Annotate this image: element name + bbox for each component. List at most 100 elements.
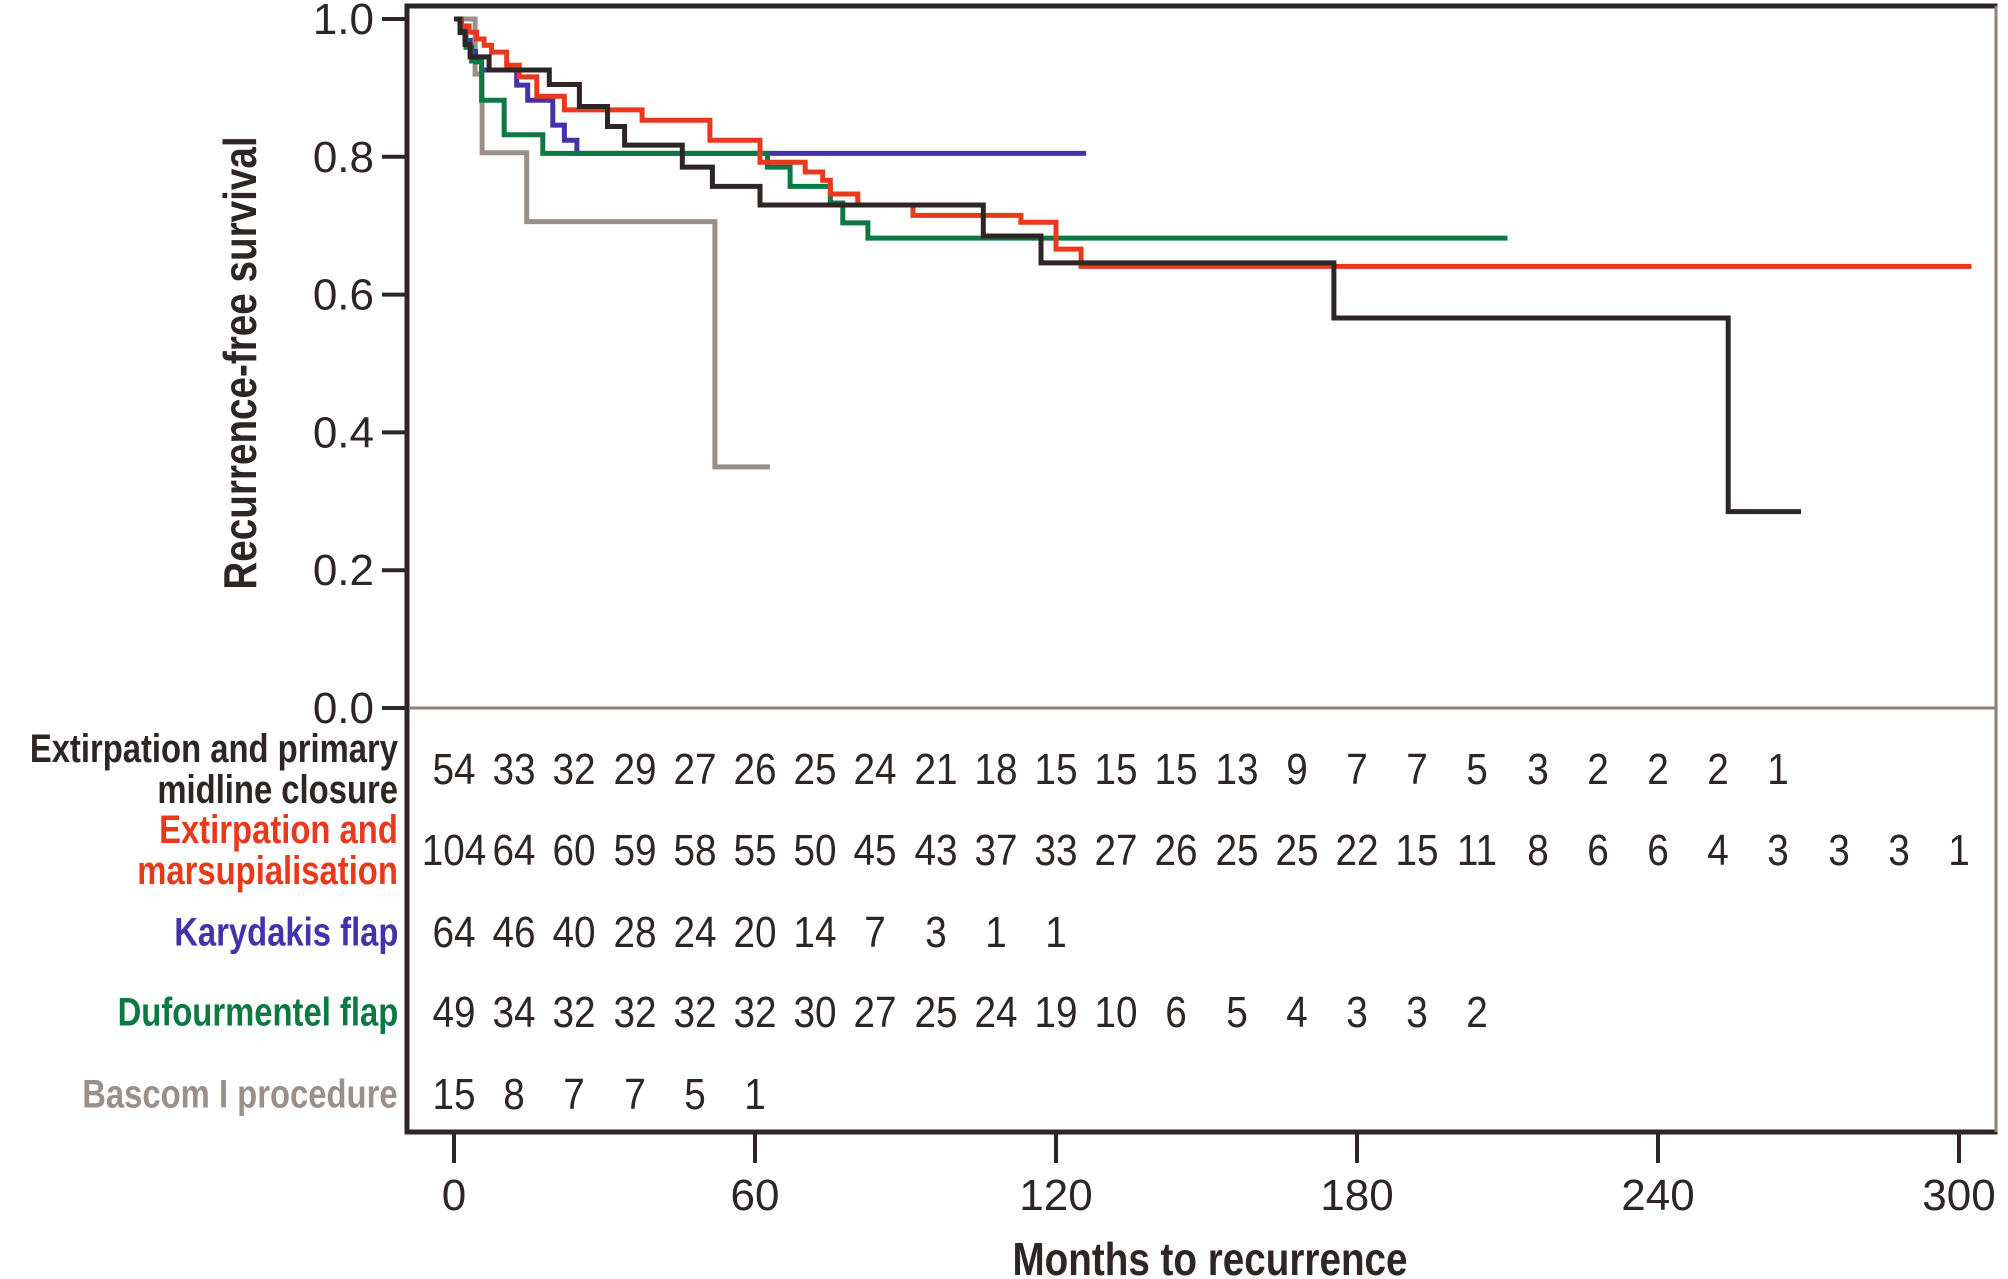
risk-count-dufourmentel-flap-m0: 49 [432,988,476,1037]
risk-count-marsupialisation-m264: 3 [1767,826,1790,875]
risk-group-label-line: midline closure [157,768,398,812]
risk-count-marsupialisation-m108: 37 [974,826,1018,875]
risk-count-midline-closure-m48: 27 [673,745,717,794]
survival-curve-bascom-1 [454,16,770,470]
risk-count-marsupialisation-m156: 25 [1215,826,1259,875]
risk-count-karydakis-flap-m36: 28 [613,908,657,957]
risk-count-dufourmentel-flap-m204: 2 [1466,988,1489,1037]
risk-count-dufourmentel-flap-m180: 3 [1346,988,1368,1037]
risk-count-marsupialisation-m132: 27 [1094,826,1138,875]
risk-count-midline-closure-m192: 7 [1406,745,1428,794]
risk-count-karydakis-flap-m24: 40 [552,908,596,957]
risk-group-label-karydakis-flap: Karydakis flap [173,910,398,955]
risk-group-label-line: Dufourmentel flap [117,990,398,1035]
risk-count-karydakis-flap-m120: 1 [1045,908,1067,957]
x-tick-label: 60 [731,1171,780,1220]
risk-group-label-line: marsupialisation [137,849,398,893]
risk-count-dufourmentel-flap-m108: 24 [974,988,1018,1037]
risk-count-marsupialisation-m240: 6 [1647,826,1669,875]
risk-count-midline-closure-m252: 2 [1707,745,1729,794]
risk-group-label-marsupialisation: Extirpation and marsupialisation [137,810,398,892]
risk-count-dufourmentel-flap-m144: 6 [1165,988,1188,1037]
risk-count-marsupialisation-m60: 55 [733,826,777,875]
risk-count-dufourmentel-flap-m48: 32 [673,988,717,1037]
risk-count-midline-closure-m228: 2 [1587,745,1609,794]
risk-count-karydakis-flap-m108: 1 [985,908,1007,957]
survival-curve-midline-closure [454,16,1801,515]
y-tick-label: 1.0 [313,0,374,44]
risk-count-midline-closure-m72: 25 [793,745,837,794]
x-tick-label: 180 [1320,1171,1393,1220]
risk-group-label-line: Karydakis flap [173,910,398,955]
risk-count-bascom-1-m12: 8 [503,1070,525,1119]
risk-count-midline-closure-m216: 3 [1526,745,1549,794]
risk-count-karydakis-flap-m12: 46 [492,908,536,957]
risk-count-marsupialisation-m0: 104 [421,826,487,875]
risk-count-bascom-1-m36: 7 [623,1070,646,1119]
risk-count-dufourmentel-flap-m36: 32 [613,988,657,1037]
risk-count-dufourmentel-flap-m12: 34 [492,988,536,1037]
risk-count-marsupialisation-m228: 6 [1587,826,1609,875]
risk-group-label-midline-closure: Extirpation and primary midline closure [30,729,398,811]
risk-count-karydakis-flap-m48: 24 [673,908,717,957]
risk-group-label-line: Extirpation and [159,808,398,852]
risk-count-dufourmentel-flap-m84: 27 [853,988,897,1037]
risk-count-midline-closure-m240: 2 [1647,745,1669,794]
risk-count-marsupialisation-m288: 3 [1888,826,1910,875]
risk-count-marsupialisation-m72: 50 [793,826,837,875]
y-tick-label: 0.0 [313,684,374,733]
y-tick-label: 0.8 [313,133,374,182]
risk-group-label-line: Bascom I procedure [82,1072,398,1117]
risk-count-dufourmentel-flap-m120: 19 [1034,988,1078,1037]
risk-count-midline-closure-m24: 32 [552,745,596,794]
risk-count-midline-closure-m120: 15 [1034,745,1078,794]
x-tick-label: 240 [1621,1171,1694,1220]
risk-count-karydakis-flap-m84: 7 [864,908,887,957]
risk-count-bascom-1-m0: 15 [432,1070,476,1119]
y-tick-label: 0.4 [313,408,374,457]
y-axis-title: Recurrence-free survival [214,136,266,590]
risk-count-marsupialisation-m48: 58 [673,826,717,875]
risk-count-marsupialisation-m192: 15 [1395,826,1439,875]
risk-group-label-bascom-1: Bascom I procedure [82,1072,398,1117]
risk-count-dufourmentel-flap-m132: 10 [1094,988,1138,1037]
risk-count-bascom-1-m24: 7 [563,1070,586,1119]
risk-count-dufourmentel-flap-m96: 25 [914,988,958,1037]
risk-group-label-line: Extirpation and primary [29,727,398,771]
risk-count-midline-closure-m96: 21 [914,745,958,794]
risk-count-bascom-1-m60: 1 [744,1070,766,1119]
risk-count-karydakis-flap-m72: 14 [793,908,837,957]
x-tick-label: 0 [442,1171,466,1220]
risk-count-dufourmentel-flap-m168: 4 [1286,988,1308,1037]
risk-count-marsupialisation-m204: 11 [1457,826,1498,875]
risk-count-marsupialisation-m180: 22 [1335,826,1379,875]
risk-count-midline-closure-m264: 1 [1767,745,1790,794]
risk-count-karydakis-flap-m96: 3 [924,908,947,957]
risk-count-marsupialisation-m24: 60 [552,826,596,875]
risk-count-midline-closure-m180: 7 [1346,745,1368,794]
y-tick-label: 0.6 [313,271,374,320]
risk-count-midline-closure-m12: 33 [492,745,536,794]
risk-count-marsupialisation-m276: 3 [1827,826,1850,875]
risk-count-marsupialisation-m300: 1 [1948,826,1970,875]
risk-count-karydakis-flap-m60: 20 [733,908,777,957]
risk-count-marsupialisation-m96: 43 [914,826,958,875]
risk-count-midline-closure-m168: 9 [1286,745,1308,794]
risk-count-bascom-1-m48: 5 [684,1070,706,1119]
risk-count-midline-closure-m36: 29 [613,745,657,794]
risk-count-midline-closure-m108: 18 [974,745,1018,794]
risk-count-midline-closure-m84: 24 [853,745,897,794]
y-tick-label: 0.2 [313,546,374,595]
risk-count-marsupialisation-m252: 4 [1707,826,1729,875]
risk-count-dufourmentel-flap-m24: 32 [552,988,596,1037]
risk-count-karydakis-flap-m0: 64 [432,908,476,957]
risk-count-marsupialisation-m120: 33 [1034,826,1078,875]
survival-curve-marsupialisation [454,16,1972,269]
risk-count-midline-closure-m132: 15 [1094,745,1138,794]
risk-count-marsupialisation-m36: 59 [613,826,657,875]
risk-count-marsupialisation-m12: 64 [492,826,536,875]
risk-count-marsupialisation-m144: 26 [1154,826,1198,875]
risk-count-marsupialisation-m84: 45 [853,826,897,875]
